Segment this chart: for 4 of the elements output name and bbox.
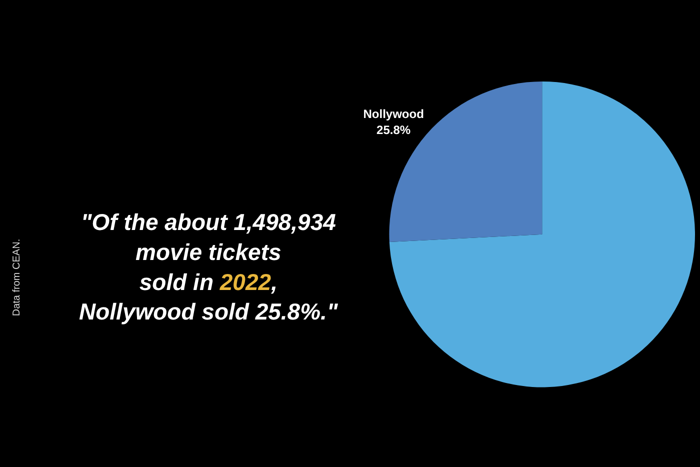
slice-label: Nollywood bbox=[363, 107, 424, 122]
text: "Of the about 1,498,934 movie tickets sold in 2022, Nollywood sold 25.8%." bbox=[79, 209, 339, 325]
text: Data from CEAN. bbox=[12, 238, 23, 316]
data-label: 25.8% bbox=[376, 122, 411, 137]
